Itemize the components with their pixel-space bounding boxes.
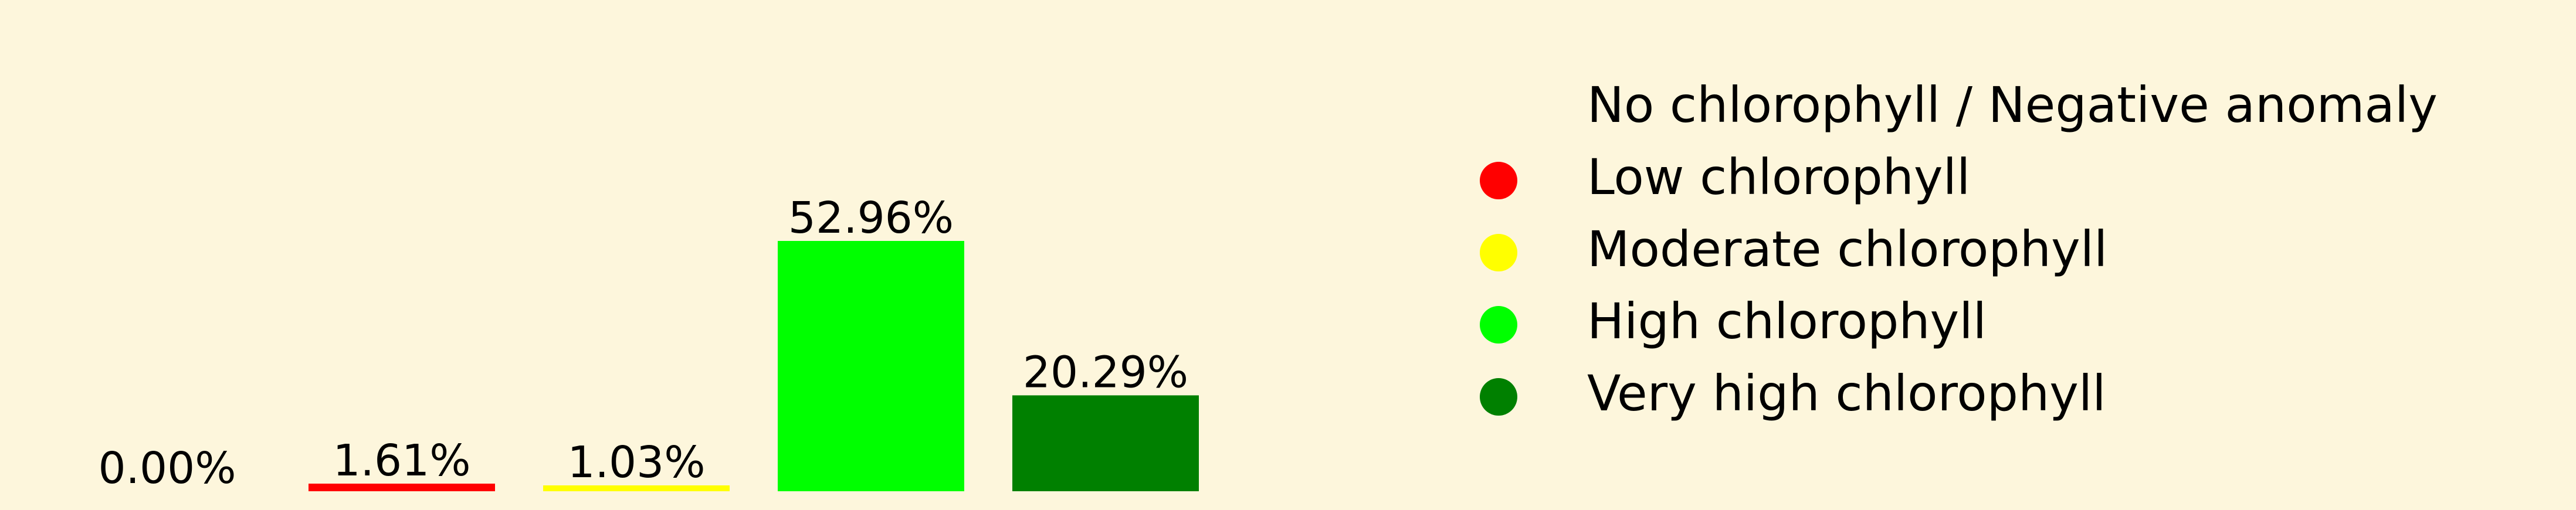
legend-marker-1 [1480,162,1517,199]
legend-label-3: High chlorophyll [1587,293,1987,350]
bar-value-label-0: 0.00% [98,443,236,494]
bar-3 [778,241,964,491]
legend-marker-4 [1480,378,1517,416]
legend-marker-2 [1480,234,1517,271]
bar-value-label-1: 1.61% [333,436,470,486]
legend-label-1: Low chlorophyll [1587,148,1970,206]
legend-label-0: No chlorophyll / Negative anomaly [1587,76,2438,134]
bar-1 [309,484,495,491]
bar-value-label-2: 1.03% [567,437,705,488]
bar-value-label-3: 52.96% [788,193,954,243]
legend-label-4: Very high chlorophyll [1587,365,2106,422]
bar-2 [543,485,730,491]
bars-group [309,241,1199,491]
legend: No chlorophyll / Negative anomaly Low chl… [1480,76,2438,422]
bar-value-labels: 0.00% 1.61% 1.03% 52.96% 20.29% [98,193,1188,494]
bar-value-label-4: 20.29% [1023,347,1188,397]
legend-label-2: Moderate chlorophyll [1587,220,2107,278]
bar-4 [1012,395,1199,491]
legend-marker-0 [1480,90,1517,127]
legend-marker-3 [1480,306,1517,344]
